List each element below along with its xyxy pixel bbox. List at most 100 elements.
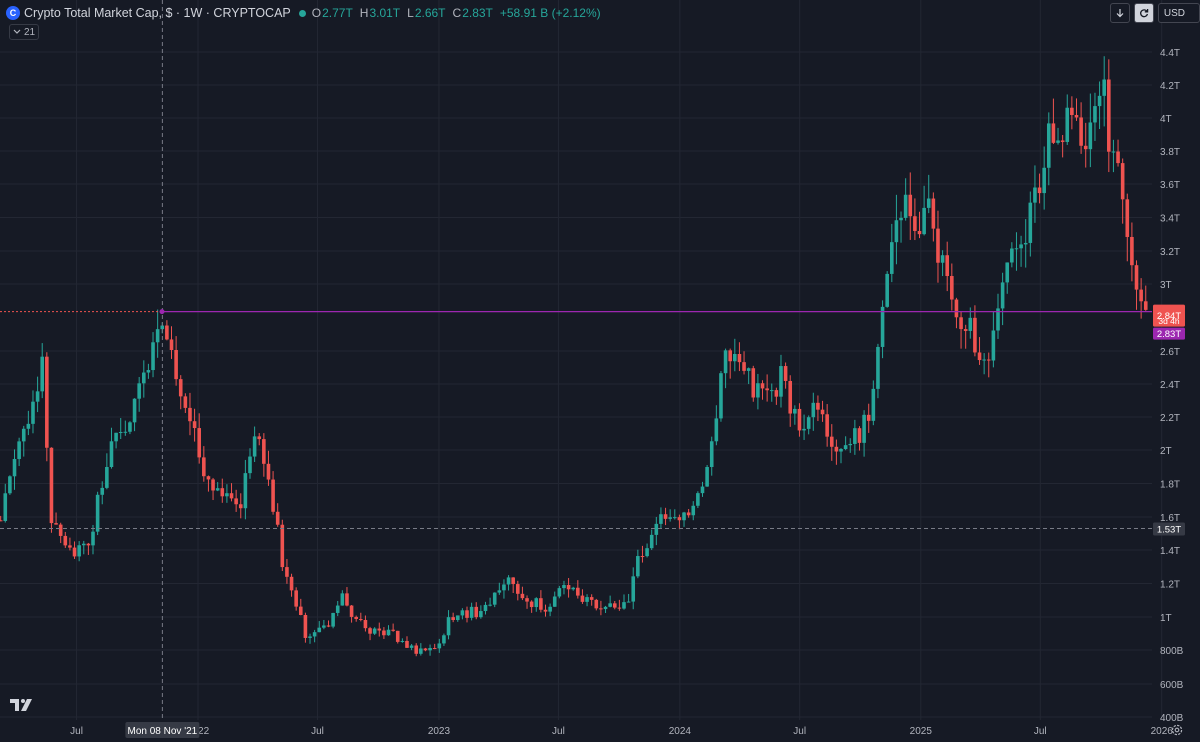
- y-tick-label: 800B: [1160, 646, 1184, 657]
- candle-body: [617, 607, 622, 609]
- candle-body: [165, 325, 169, 340]
- candle-body: [857, 428, 862, 443]
- x-tick-label: 2025: [910, 726, 933, 737]
- candle-body: [576, 587, 580, 596]
- candle-body: [178, 379, 183, 397]
- candle-body: [871, 388, 876, 421]
- candle-body: [303, 615, 308, 638]
- y-tick-label: 2T: [1160, 446, 1172, 457]
- candle-body: [714, 418, 719, 442]
- ohlc-high-label: H: [359, 6, 369, 20]
- tradingview-logo[interactable]: [10, 697, 36, 713]
- chart-title[interactable]: Crypto Total Market Cap, $ · 1W · CRYPTO…: [24, 6, 291, 20]
- candle-body: [488, 604, 492, 606]
- candle-body: [386, 629, 391, 636]
- candle-body: [825, 414, 829, 437]
- candle-body: [502, 584, 506, 591]
- candle-body: [183, 396, 188, 408]
- y-tick-label: 4T: [1160, 114, 1172, 125]
- y-tick-label: 3.8T: [1160, 147, 1180, 158]
- candle-body: [72, 547, 77, 557]
- candle-body: [174, 350, 178, 380]
- candle-body: [54, 523, 58, 525]
- candle-body: [599, 608, 603, 610]
- candle-body: [506, 577, 511, 585]
- candle-body: [1120, 163, 1125, 200]
- candle-body: [280, 524, 285, 568]
- candle-body: [543, 609, 548, 612]
- candle-body: [709, 441, 714, 468]
- symbol-icon[interactable]: C: [6, 6, 20, 20]
- candle-body: [308, 636, 312, 638]
- ohlc-close-value: 2.83T: [462, 6, 493, 20]
- candle-body: [580, 595, 585, 602]
- candle-body: [779, 366, 783, 397]
- y-tick-label: 1.8T: [1160, 480, 1180, 491]
- candle-body: [368, 628, 372, 634]
- y-tick-label: 1.4T: [1160, 546, 1180, 557]
- candle-body: [963, 329, 968, 331]
- candle-body: [1056, 140, 1060, 143]
- arrow-down-icon[interactable]: [1109, 3, 1130, 23]
- candle-body: [973, 317, 977, 353]
- candle-body: [1088, 122, 1093, 150]
- horizontal-line-anchor[interactable]: [159, 309, 165, 315]
- candle-body: [225, 493, 229, 497]
- candle-body: [996, 308, 1000, 331]
- candle-body: [77, 545, 81, 557]
- y-tick-label: 1.2T: [1160, 580, 1180, 591]
- indicator-toggle[interactable]: 21: [9, 24, 40, 40]
- horizontal-line-price-label-bg: [1153, 327, 1185, 340]
- candle-body: [81, 543, 86, 546]
- candle-body: [525, 598, 529, 602]
- candle-body: [917, 230, 922, 235]
- candle-body: [751, 368, 756, 398]
- candle-body: [677, 517, 682, 521]
- candle-body: [1010, 248, 1014, 263]
- candle-body: [1060, 140, 1065, 142]
- candle-body: [1097, 95, 1102, 107]
- candle-body: [769, 390, 774, 392]
- candle-body: [58, 524, 63, 536]
- candle-body: [880, 306, 885, 347]
- candle-body: [109, 441, 114, 467]
- candle-body: [1005, 262, 1010, 283]
- x-tick-label: Jul: [311, 726, 324, 737]
- candle-body: [622, 602, 626, 609]
- y-tick-label: 4.4T: [1160, 48, 1180, 59]
- candle-body: [903, 194, 908, 218]
- candle-body: [968, 317, 973, 331]
- ohlc-high-value: 3.01T: [369, 6, 401, 20]
- candle-body: [428, 647, 432, 651]
- candle-body: [520, 593, 525, 599]
- candle-body: [834, 446, 839, 452]
- candle-body: [511, 577, 515, 585]
- ohlc-close-label: C: [452, 6, 462, 20]
- candle-body: [437, 643, 442, 649]
- candle-body: [594, 599, 599, 609]
- candle-body: [862, 414, 866, 443]
- gear-icon[interactable]: [1170, 723, 1184, 737]
- candle-body: [1023, 242, 1028, 245]
- candle-body: [317, 627, 322, 633]
- candle-body: [1033, 187, 1037, 203]
- currency-select[interactable]: USD: [1157, 3, 1200, 23]
- candle-body: [774, 390, 779, 397]
- candle-body: [756, 383, 760, 398]
- candle-body: [612, 603, 617, 608]
- refresh-icon[interactable]: [1133, 3, 1154, 23]
- y-tick-label: 3.4T: [1160, 214, 1180, 225]
- candle-body: [197, 428, 202, 458]
- candle-body: [866, 414, 871, 421]
- candle-body: [266, 463, 271, 480]
- candle-body: [359, 618, 363, 620]
- candle-body: [876, 346, 880, 389]
- candle-body: [737, 354, 742, 363]
- candle-body: [151, 342, 155, 371]
- candle-body: [649, 534, 654, 549]
- candle-body: [1111, 151, 1116, 153]
- y-tick-label: 4.2T: [1160, 81, 1180, 92]
- candle-body: [229, 493, 234, 499]
